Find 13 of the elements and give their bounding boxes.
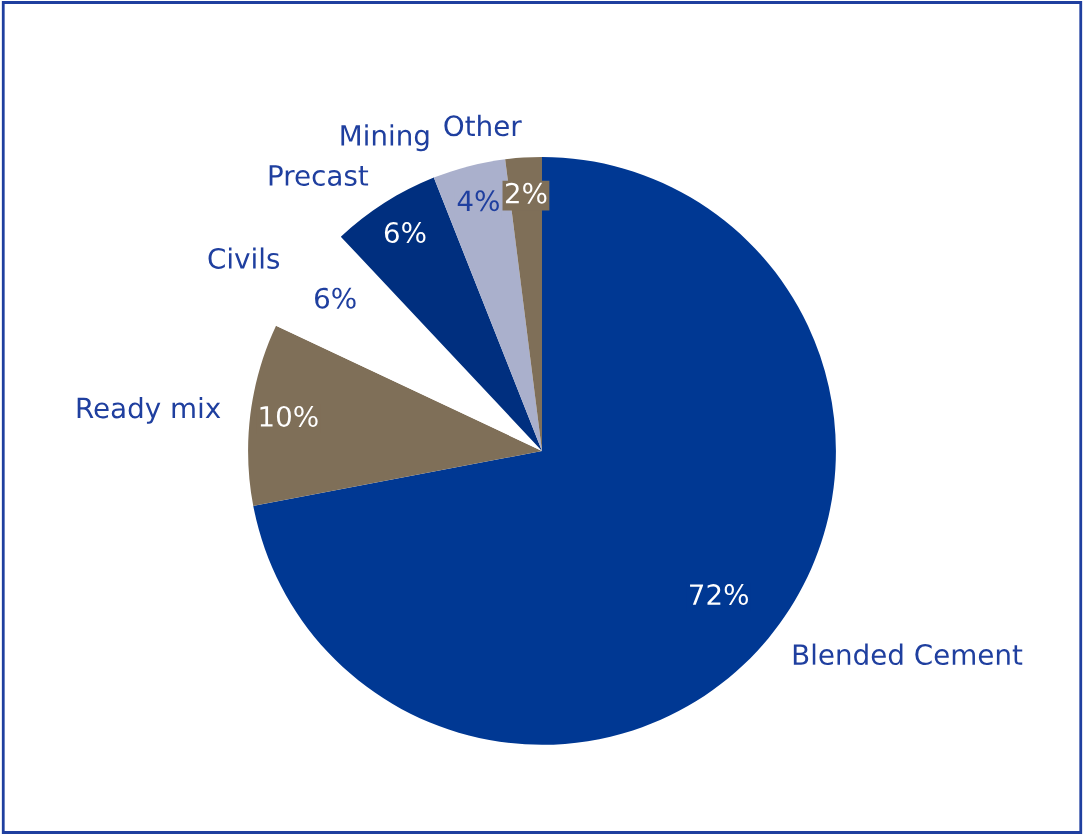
data-label: 6% [315, 287, 356, 309]
slice-label: Ready mix [77, 396, 221, 424]
data-label: 2% [505, 182, 547, 204]
data-label: 4% [457, 190, 499, 212]
slice-label: Precast [269, 165, 369, 186]
data-label: 6% [384, 222, 426, 244]
slice-label: Mining [341, 124, 429, 152]
slice-label: Other [444, 114, 522, 137]
data-label: 10% [260, 405, 318, 427]
data-label: 72% [690, 584, 748, 606]
pie-slice [248, 325, 542, 506]
slice-label: Civils [208, 247, 280, 269]
slice-label: Blended Cement [793, 643, 1023, 666]
